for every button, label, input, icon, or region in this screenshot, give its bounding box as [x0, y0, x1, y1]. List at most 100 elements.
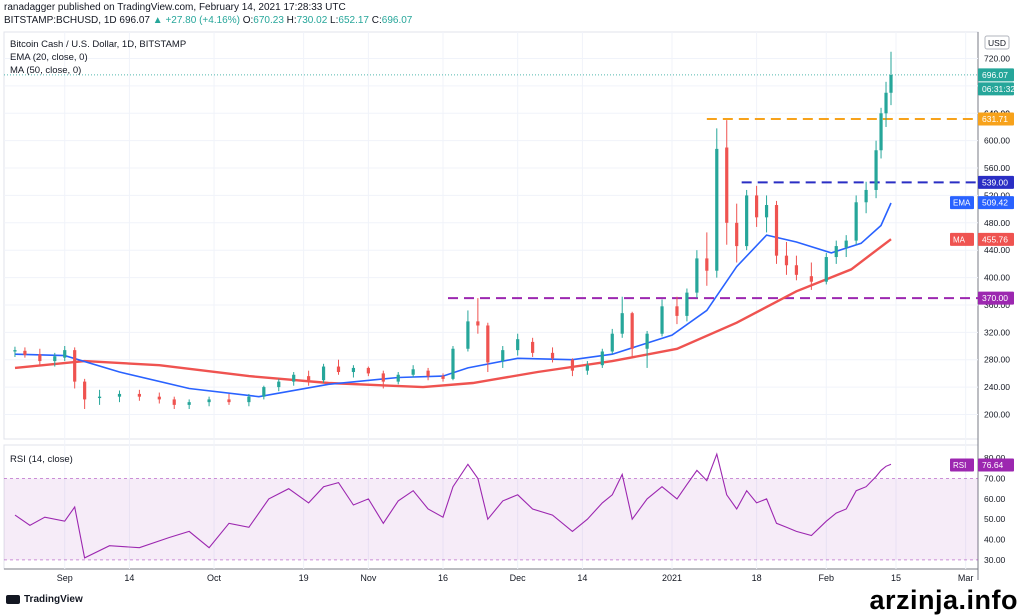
candle-body[interactable]: [426, 370, 430, 377]
candle-body[interactable]: [685, 292, 689, 316]
candle-body[interactable]: [292, 374, 296, 382]
candle-body[interactable]: [854, 202, 858, 241]
candle-body[interactable]: [715, 148, 719, 271]
candle-body[interactable]: [874, 150, 878, 190]
candle-body[interactable]: [23, 350, 27, 355]
currency-label: USD: [988, 38, 1006, 48]
candle-body[interactable]: [451, 348, 455, 379]
candle-body[interactable]: [172, 399, 176, 405]
rsi-pane[interactable]: [3, 444, 979, 570]
candle-body[interactable]: [600, 351, 604, 366]
candle-body[interactable]: [735, 222, 739, 247]
candle-body[interactable]: [675, 306, 679, 316]
candle-body[interactable]: [745, 195, 749, 247]
level-tag: [978, 175, 1014, 189]
candle-body[interactable]: [97, 396, 102, 399]
candle-body[interactable]: [884, 92, 888, 114]
ma50-line[interactable]: [14, 238, 892, 389]
x-tick-label: 14: [577, 573, 587, 583]
candle-body[interactable]: [187, 402, 191, 405]
candle-body[interactable]: [755, 195, 759, 218]
ma-label: MA: [953, 235, 966, 244]
level-tag: [978, 291, 1014, 305]
legend-ema: EMA (20, close, 0): [10, 52, 88, 63]
candle-body[interactable]: [476, 321, 480, 326]
candle-body[interactable]: [73, 350, 77, 382]
candle-body[interactable]: [157, 396, 161, 400]
candle-body[interactable]: [137, 393, 141, 397]
candle-body[interactable]: [336, 366, 341, 373]
candle-body[interactable]: [844, 240, 848, 248]
candle-body[interactable]: [247, 396, 251, 403]
candle-body[interactable]: [660, 306, 664, 334]
candle-body[interactable]: [516, 339, 520, 351]
candle-body[interactable]: [486, 325, 490, 363]
candle-body[interactable]: [550, 352, 555, 359]
candle-body[interactable]: [585, 365, 589, 371]
open-value: 670.23: [253, 15, 284, 26]
y-tick-label: 280.00: [984, 355, 1010, 365]
candle-body[interactable]: [227, 399, 231, 403]
candle-body[interactable]: [53, 356, 57, 362]
candle-body[interactable]: [620, 313, 624, 334]
legend-title: Bitcoin Cash / U.S. Dollar, 1D, BITSTAMP: [10, 39, 186, 50]
candle-body[interactable]: [441, 376, 445, 379]
candle-body[interactable]: [725, 147, 729, 223]
candle-body[interactable]: [13, 350, 17, 352]
open-label: O:: [242, 15, 254, 26]
rsi-line[interactable]: [14, 452, 892, 559]
candle-body[interactable]: [705, 258, 709, 271]
candle-body[interactable]: [307, 376, 311, 381]
candle-body[interactable]: [63, 350, 67, 358]
price-pane[interactable]: [3, 31, 979, 440]
currency-box[interactable]: [984, 35, 1010, 50]
candle-body[interactable]: [889, 74, 893, 93]
candle-body[interactable]: [764, 205, 769, 218]
candle-body[interactable]: [117, 393, 122, 397]
candle-body[interactable]: [466, 321, 470, 349]
candle-body[interactable]: [784, 255, 789, 266]
rsi-tick-label: 50.00: [984, 514, 1006, 524]
candle-body[interactable]: [531, 341, 535, 353]
candle-body[interactable]: [381, 373, 385, 382]
candle-body[interactable]: [321, 366, 326, 381]
candle-body[interactable]: [879, 113, 883, 151]
x-tick-label: Nov: [360, 573, 377, 583]
candle-body[interactable]: [809, 276, 813, 282]
candle-body[interactable]: [262, 387, 266, 397]
candle-body[interactable]: [645, 333, 649, 349]
candle-body[interactable]: [277, 381, 281, 388]
y-tick-label: 560.00: [984, 163, 1010, 173]
watermark: arzinja.info: [869, 585, 1018, 615]
candle-body[interactable]: [774, 205, 779, 256]
x-tick-label: 19: [299, 573, 309, 583]
y-tick-label: 520.00: [984, 190, 1010, 200]
candle-body[interactable]: [396, 374, 400, 382]
ohlc-line: BITSTAMP:BCHUSD, 1D 696.07 ▲ +27.80 (+4.…: [4, 15, 412, 26]
publisher-line: ranadagger published on TradingView.com,…: [4, 2, 346, 13]
candle-body[interactable]: [366, 367, 370, 374]
candle-body[interactable]: [864, 189, 868, 203]
candle-body[interactable]: [824, 257, 828, 282]
level-tag-text: 631.71: [982, 114, 1008, 124]
candle-body[interactable]: [794, 265, 799, 275]
rsi-tick-label: 30.00: [984, 555, 1006, 565]
candle-body[interactable]: [630, 313, 634, 349]
candle-body[interactable]: [351, 367, 356, 373]
candle-body[interactable]: [411, 369, 415, 375]
rsi-value-box: [978, 458, 1014, 472]
y-tick-label: 600.00: [984, 136, 1010, 146]
candle-body[interactable]: [501, 350, 505, 362]
last-price-tag: [978, 68, 1014, 82]
candle-body[interactable]: [38, 354, 42, 362]
x-tick-label: Sep: [57, 573, 73, 583]
candle-body[interactable]: [570, 359, 575, 371]
candle-body[interactable]: [610, 333, 614, 352]
candle-body[interactable]: [83, 381, 87, 400]
tradingview-logo[interactable]: TradingView: [6, 594, 83, 605]
candle-body[interactable]: [695, 258, 699, 293]
candle-body[interactable]: [207, 399, 211, 403]
ema-label: EMA: [953, 199, 971, 208]
candle-body[interactable]: [834, 246, 838, 258]
